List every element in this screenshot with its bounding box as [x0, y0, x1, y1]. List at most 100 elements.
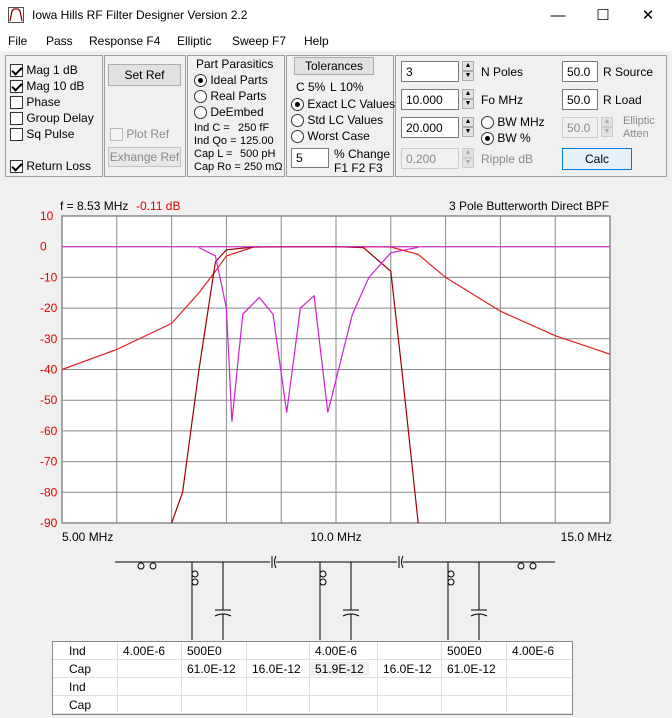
menu-file[interactable]: File [8, 34, 28, 48]
bw-mhz-radio-icon [481, 116, 494, 130]
mag10-label: Mag 10 dB [26, 79, 85, 93]
mag10-checkbox[interactable]: Mag 10 dB [10, 79, 85, 94]
menu-sweep[interactable]: Sweep F7 [232, 34, 287, 48]
spin-up-icon[interactable]: ▲ [462, 148, 474, 158]
db-readout: -0.11 dB [136, 199, 181, 213]
bw-pct-label: BW % [497, 131, 531, 145]
deembed-radio[interactable]: DeEmbed [194, 105, 264, 120]
percent-change-label: % Change [334, 147, 391, 161]
menu-response[interactable]: Response F4 [89, 34, 161, 48]
y-tick-label: -60 [40, 424, 58, 438]
menu-pass[interactable]: Pass [46, 34, 73, 48]
tolerances-button[interactable]: Tolerances [294, 57, 374, 75]
spin-up-icon[interactable]: ▲ [462, 117, 474, 127]
column-divider [117, 642, 118, 714]
mag10-check-icon [10, 80, 23, 94]
grid-cell[interactable]: 500E0 [187, 644, 222, 658]
grid-cell[interactable]: 4.00E-6 [123, 644, 166, 658]
ripple-spinner[interactable]: ▲ ▼ [462, 148, 474, 168]
bw-pct-radio-icon [481, 132, 494, 146]
n-poles-input[interactable]: 3 [401, 61, 459, 82]
n-poles-spinner[interactable]: ▲ ▼ [462, 61, 474, 81]
y-tick-label: -50 [40, 393, 58, 407]
grid-cell[interactable]: 4.00E-6 [512, 644, 555, 658]
ripple-input[interactable]: 0.200 [401, 148, 459, 169]
return-loss-checkbox[interactable]: Return Loss [10, 159, 91, 174]
column-divider [377, 642, 378, 714]
elliptic-atten-input[interactable]: 50.0 [562, 117, 598, 138]
spin-down-icon[interactable]: ▼ [462, 99, 474, 109]
exact-lc-label: Exact LC Values [307, 97, 396, 111]
worst-case-radio[interactable]: Worst Case [291, 129, 370, 144]
minimize-button[interactable]: — [550, 7, 566, 24]
grid-cell[interactable]: 500E0 [447, 644, 482, 658]
tolerances-panel [286, 55, 394, 177]
worst-case-label: Worst Case [307, 129, 370, 143]
calc-button[interactable]: Calc [562, 148, 632, 170]
column-divider [441, 642, 442, 714]
spin-up-icon[interactable]: ▲ [601, 117, 613, 127]
bw-pct-radio[interactable]: BW % [481, 131, 531, 146]
r-source-input[interactable]: 50.0 [562, 61, 598, 82]
maximize-button[interactable]: ☐ [596, 7, 610, 24]
response-chart[interactable]: 10 0 -10 -20 -30 -40 -50 -60 -70 -80 -90 5.00 MHz 1… [0, 196, 672, 546]
column-divider [181, 642, 182, 714]
plot-ref-checkbox[interactable]: Plot Ref [110, 127, 169, 142]
ideal-parts-radio[interactable]: Ideal Parts [194, 73, 268, 88]
real-parts-radio[interactable]: Real Parts [194, 89, 267, 104]
deembed-label: DeEmbed [210, 105, 264, 119]
spin-down-icon[interactable]: ▼ [462, 71, 474, 81]
spin-down-icon[interactable]: ▼ [462, 127, 474, 137]
exact-lc-radio[interactable]: Exact LC Values [291, 97, 396, 112]
return-loss-line [198, 246, 419, 422]
return-loss-check-icon [10, 160, 23, 174]
sq-pulse-label: Sq Pulse [26, 127, 75, 141]
set-ref-button[interactable]: Set Ref [108, 64, 181, 86]
parasitics-title: Part Parasitics [196, 57, 274, 71]
n-poles-label: N Poles [481, 65, 524, 79]
sq-pulse-checkbox[interactable]: Sq Pulse [10, 127, 75, 142]
fo-input[interactable]: 10.000 [401, 89, 459, 110]
menu-elliptic[interactable]: Elliptic [177, 34, 212, 48]
std-lc-radio-icon [291, 114, 304, 128]
component-grid[interactable]: Ind 4.00E-6 500E0 4.00E-6 500E0 4.00E-6 Cap 61.… [52, 641, 573, 715]
elliptic-spinner[interactable]: ▲ ▼ [601, 117, 613, 137]
cap-l-label: Cap L = [194, 148, 233, 160]
y-tick-label: 0 [40, 240, 47, 254]
table-row [53, 660, 572, 678]
row-label: Ind [69, 680, 86, 694]
close-button[interactable]: ✕ [641, 7, 655, 24]
bw-mhz-radio[interactable]: BW MHz [481, 115, 545, 130]
phase-check-icon [10, 96, 23, 110]
spin-up-icon[interactable]: ▲ [462, 89, 474, 99]
title-bar [0, 0, 672, 31]
spin-down-icon[interactable]: ▼ [601, 127, 613, 137]
grid-cell[interactable]: 16.0E-12 [252, 662, 301, 676]
r-load-input[interactable]: 50.0 [562, 89, 598, 110]
menu-help[interactable]: Help [304, 34, 329, 48]
atten-label: Atten [623, 128, 649, 140]
bw-spinner[interactable]: ▲ ▼ [462, 117, 474, 137]
elliptic-label: Elliptic [623, 115, 655, 127]
real-parts-label: Real Parts [210, 89, 267, 103]
phase-checkbox[interactable]: Phase [10, 95, 60, 110]
grid-cell[interactable]: 51.9E-12 [309, 662, 369, 676]
grid-cell[interactable]: 4.00E-6 [315, 644, 358, 658]
fo-spinner[interactable]: ▲ ▼ [462, 89, 474, 109]
bw-input[interactable]: 20.000 [401, 117, 459, 138]
spin-up-icon[interactable]: ▲ [462, 61, 474, 71]
grid-cell[interactable]: 61.0E-12 [447, 662, 496, 676]
group-delay-checkbox[interactable]: Group Delay [10, 111, 94, 126]
std-lc-radio[interactable]: Std LC Values [291, 113, 383, 128]
row-label: Cap [69, 698, 92, 712]
grid-cell[interactable]: 16.0E-12 [383, 662, 432, 676]
real-parts-radio-icon [194, 90, 207, 104]
freq-readout: f = 8.53 MHz [60, 199, 129, 213]
percent-change-input[interactable]: 5 [291, 148, 329, 168]
spin-down-icon[interactable]: ▼ [462, 158, 474, 168]
mag1-checkbox[interactable]: Mag 1 dB [10, 63, 78, 78]
grid-cell[interactable]: 61.0E-12 [187, 662, 236, 676]
y-tick-label: -20 [40, 301, 58, 315]
exchange-ref-button[interactable]: Exhange Ref [108, 147, 181, 167]
x-tick-label: 5.00 MHz [62, 530, 113, 544]
